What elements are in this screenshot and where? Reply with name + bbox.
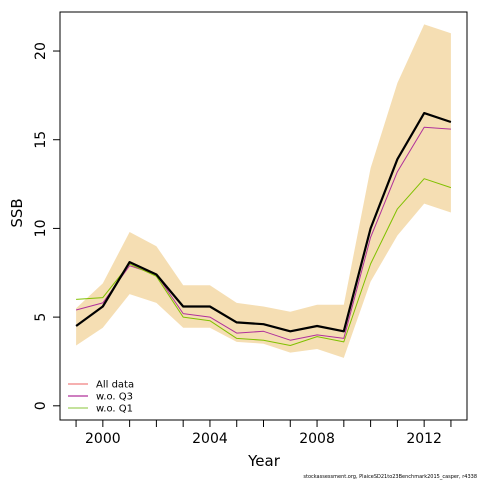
series-line-all-data xyxy=(75,111,452,333)
x-tick-label: 2008 xyxy=(299,431,335,447)
legend-label-w-o-q3: w.o. Q3 xyxy=(96,392,133,403)
y-tick-label: 0 xyxy=(33,401,49,410)
x-tick-label: 2004 xyxy=(192,431,228,447)
confidence-band xyxy=(76,24,451,358)
x-axis-title: Year xyxy=(247,452,281,470)
confidence-band-area xyxy=(76,24,451,358)
x-tick-label: 2000 xyxy=(85,431,121,447)
y-tick-label: 5 xyxy=(33,313,49,322)
legend-label-w-o-q1: w.o. Q1 xyxy=(96,404,133,415)
y-tick-label: 10 xyxy=(33,220,49,238)
series-line-w-o-q3 xyxy=(75,126,451,341)
series-line-w-o-q1 xyxy=(76,178,452,346)
y-axis: 0 5 10 15 20 xyxy=(33,42,61,410)
y-axis-title: SSB xyxy=(8,198,26,227)
x-tick-label: 2012 xyxy=(406,431,442,447)
x-axis: 2000 2004 2008 2012 xyxy=(75,419,452,447)
footer-text: stockassessment.org, PlaiceSD21to23Bench… xyxy=(303,474,477,480)
legend-label-all-data: All data xyxy=(96,380,134,391)
y-tick-label: 15 xyxy=(33,131,49,149)
y-tick-label: 20 xyxy=(33,42,49,60)
series-lines xyxy=(75,111,452,346)
